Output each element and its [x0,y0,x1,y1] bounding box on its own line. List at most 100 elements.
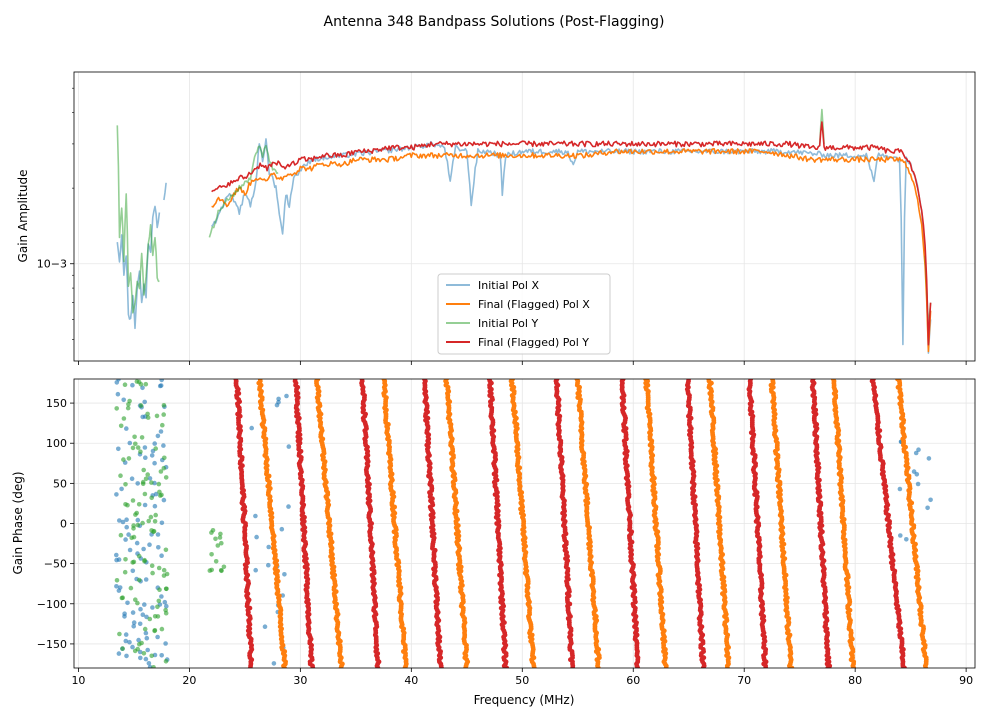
phase-point-initial_y [149,495,154,501]
phase-point-initial_y [207,568,213,573]
phase-xtick-label: 20 [182,674,196,687]
amplitude-ticks: 10−3 [37,87,967,365]
phase-point-initial_x [140,385,145,391]
phase-point-initial_y [161,403,167,408]
phase-point-initial_y [145,411,150,417]
series-line-final_x [211,148,932,353]
figure-title: Antenna 348 Bandpass Solutions (Post-Fla… [324,14,665,30]
phase-point-initial_x [284,393,289,399]
phase-point-initial_x [143,577,149,582]
phase-point-initial_x [897,486,903,492]
phase-point-initial_x [159,379,164,383]
phase-point-initial_y [123,482,128,487]
phase-point-initial_y [218,531,223,537]
phase-point-initial_y [161,465,167,471]
phase-point-initial_y [146,518,151,524]
phase-point-initial_x [127,440,133,446]
phase-point-initial_y [163,610,169,616]
series-line-final_y [211,121,932,346]
phase-point-initial_x [120,519,126,525]
phase-point-initial_y [139,435,145,440]
phase-point-initial_y [139,640,144,646]
phase-point-initial_y [221,564,227,570]
phase-point-initial_y [142,557,147,563]
phase-point-initial_y [163,475,169,480]
phase-point-initial_x [123,632,129,637]
phase-point-initial_x [266,562,271,568]
phase-point-initial_x [130,382,135,388]
phase-point-initial_x [143,630,149,636]
phase-point-initial_y [140,479,146,485]
phase-point-initial_x [145,647,150,653]
phase-point-initial_y [138,403,144,408]
phase-point-initial_y [152,519,158,524]
phase-point-initial_x [152,441,157,446]
phase-point-initial_y [114,406,119,411]
phase-panel: 10 20 30 40 50 60 70 80 90 −150 −100 −50 0 50 100 150 G… [11,378,976,707]
phase-point-initial_y [119,595,125,601]
phase-point-initial_y [161,567,167,573]
phase-series [114,379,933,668]
phase-point-initial_y [125,405,131,411]
phase-point-initial_x [125,600,130,606]
phase-point-initial_y [151,665,156,668]
phase-xtick-label: 10 [71,674,85,687]
phase-point-initial_y [132,648,138,654]
phase-point-initial_y [159,626,165,632]
phase-point-final_x [851,665,857,668]
phase-point-initial_x [163,641,168,646]
phase-point-final_y [902,665,907,668]
phase-point-initial_x [249,425,254,431]
phase-point-initial_y [147,616,153,622]
phase-point-initial_x [149,453,155,458]
phase-point-initial_x [130,610,136,615]
phase-point-initial_x [161,497,167,503]
phase-ytick-label: 150 [46,397,67,410]
phase-point-initial_x [138,655,143,661]
phase-point-initial_y [130,560,135,565]
phase-point-initial_x [137,621,143,627]
phase-point-initial_y [123,557,128,562]
phase-point-initial_y [213,536,218,542]
phase-point-initial_x [916,447,921,453]
phase-point-initial_x [155,532,161,537]
phase-point-initial_y [163,547,169,553]
phase-point-initial_y [154,413,160,419]
phase-point-initial_x [925,505,930,511]
phase-point-initial_y [123,502,128,507]
phase-point-initial_y [120,646,125,651]
phase-point-initial_x [142,502,148,508]
phase-point-initial_x [142,399,147,405]
phase-point-initial_y [151,529,156,534]
phase-point-final_y [700,665,706,668]
phase-point-initial_x [155,433,161,439]
phase-point-initial_y [153,512,158,518]
phase-point-initial_x [124,517,129,522]
phase-point-initial_y [156,481,162,487]
phase-point-initial_x [126,532,131,537]
phase-point-final_x [338,665,344,668]
phase-point-initial_y [126,402,131,407]
phase-point-final_x [402,665,408,668]
phase-point-initial_y [156,565,162,571]
phase-point-initial_y [129,535,134,541]
phase-point-initial_x [116,651,122,656]
phase-point-initial_y [118,532,124,538]
phase-xtick-label: 40 [404,674,418,687]
phase-point-initial_y [149,480,154,485]
phase-point-initial_x [135,517,141,523]
phase-ytick-label: −50 [44,558,67,571]
phase-point-final_y [310,665,316,668]
phase-point-initial_y [137,577,142,583]
phase-point-initial_x [144,614,149,620]
phase-point-initial_x [142,602,147,607]
phase-point-initial_x [147,542,152,547]
phase-point-initial_x [127,639,132,645]
phase-point-initial_y [145,472,150,477]
phase-axes-frame [73,378,976,669]
phase-point-initial_y [114,578,120,583]
phase-xtick-label: 80 [848,674,862,687]
phase-point-final_y [635,665,641,668]
phase-point-initial_y [149,563,155,568]
